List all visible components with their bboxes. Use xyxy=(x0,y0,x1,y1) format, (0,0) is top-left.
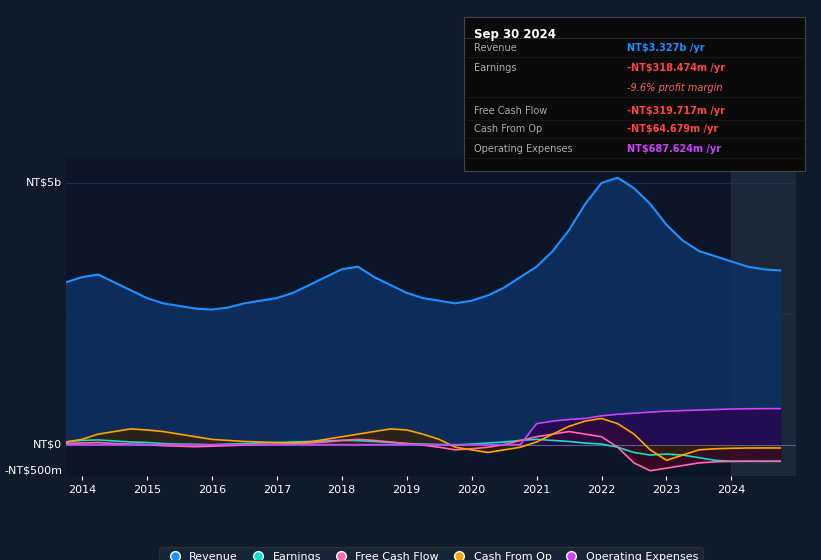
Text: Revenue: Revenue xyxy=(474,43,517,53)
Text: Sep 30 2024: Sep 30 2024 xyxy=(474,27,556,40)
Text: NT$0: NT$0 xyxy=(33,440,62,450)
Text: -NT$319.717m /yr: -NT$319.717m /yr xyxy=(627,106,726,116)
Text: NT$3.327b /yr: NT$3.327b /yr xyxy=(627,43,705,53)
Text: -NT$500m: -NT$500m xyxy=(4,466,62,476)
Legend: Revenue, Earnings, Free Cash Flow, Cash From Op, Operating Expenses: Revenue, Earnings, Free Cash Flow, Cash … xyxy=(159,547,703,560)
Text: Free Cash Flow: Free Cash Flow xyxy=(474,106,548,116)
Text: Operating Expenses: Operating Expenses xyxy=(474,144,573,154)
Text: NT$5b: NT$5b xyxy=(26,178,62,188)
Text: Earnings: Earnings xyxy=(474,63,516,73)
Bar xyxy=(732,157,796,476)
Text: NT$687.624m /yr: NT$687.624m /yr xyxy=(627,144,722,154)
FancyBboxPatch shape xyxy=(464,17,805,171)
Text: Cash From Op: Cash From Op xyxy=(474,124,543,134)
Text: -NT$318.474m /yr: -NT$318.474m /yr xyxy=(627,63,726,73)
Text: -NT$64.679m /yr: -NT$64.679m /yr xyxy=(627,124,718,134)
Text: -9.6% profit margin: -9.6% profit margin xyxy=(627,83,723,92)
